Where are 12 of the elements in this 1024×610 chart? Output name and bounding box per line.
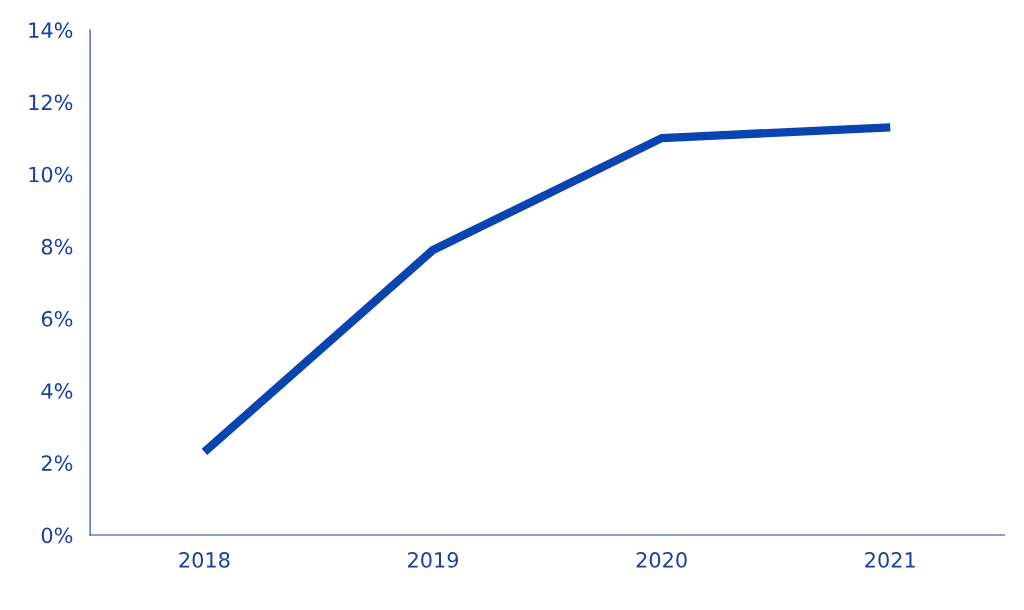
y-tick-label: 0% [41,527,73,544]
y-tick-label: 12% [29,94,73,111]
x-tick-label: 2020 [636,552,687,568]
y-tick-label: 2% [41,455,73,472]
y-tick-label: 10% [29,166,73,183]
y-tick-label: 8% [41,238,73,255]
x-tick-label: 2018 [179,552,230,568]
y-tick-label: 14% [29,22,73,39]
x-tick-label: 2019 [408,552,459,568]
x-tick-label: 2021 [865,552,915,568]
y-tick-label: 4% [41,383,73,399]
y-tick-label: 6% [41,310,73,327]
